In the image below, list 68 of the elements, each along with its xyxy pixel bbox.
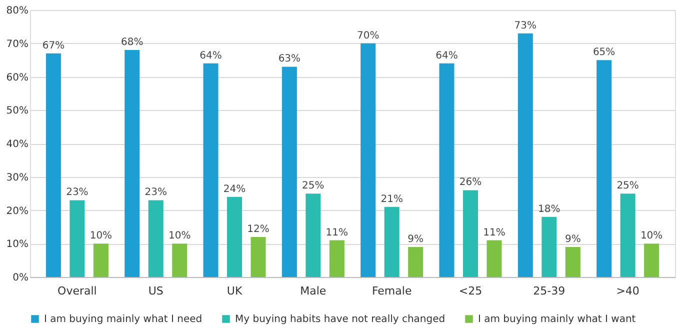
y-tick-label: 40% [6,139,28,150]
data-label: 9% [408,234,424,245]
bar [542,216,557,277]
bar [486,240,502,277]
data-label: 11% [483,227,506,238]
data-label: 26% [459,177,482,188]
x-tick-label: Female [372,284,412,298]
data-label: 10% [168,230,191,242]
y-tick-label: 30% [6,172,28,184]
y-tick-label: 20% [6,206,28,217]
data-label: 25% [302,180,324,192]
data-label: 11% [326,227,348,238]
bar [172,244,188,277]
bar [518,33,533,277]
legend-label: I am buying mainly what I need [44,314,202,325]
bar [596,60,612,277]
data-label: 21% [380,194,403,205]
y-tick-label: 0% [12,272,28,284]
y-tick-label: 60% [6,72,28,84]
data-label: 23% [66,187,88,198]
bar [93,244,108,277]
x-tick-label: >40 [616,284,640,298]
data-label: 65% [592,47,616,58]
data-label: 63% [278,54,301,65]
data-label: 10% [640,230,663,242]
data-label: 23% [144,187,167,198]
legend-label: I am buying mainly what I want [478,314,636,325]
y-tick-label: 50% [6,106,28,117]
bar [439,63,454,277]
bar [620,194,636,277]
data-label: 24% [223,184,246,195]
bar [306,194,321,277]
bar [644,244,660,277]
data-label: 10% [90,230,112,242]
data-label: 9% [564,234,581,245]
bar [282,66,297,277]
legend-label: My buying habits have not really changed [235,314,446,325]
bar [203,63,218,277]
data-label: 64% [436,50,458,62]
bar [46,53,61,277]
bar [227,196,242,277]
data-label: 70% [356,30,380,42]
bar [250,236,266,277]
x-tick-label: <25 [458,284,482,298]
data-label: 25% [616,180,639,192]
bar [462,190,478,277]
x-tick-label: 25-39 [533,284,566,298]
bar [148,200,164,277]
bar [408,246,424,277]
bar [70,200,85,277]
bar [384,206,400,277]
data-label: 12% [247,224,270,235]
data-label: 18% [538,204,560,215]
data-label: 67% [42,40,65,52]
y-tick-label: 70% [6,38,28,50]
y-tick-label: 80% [6,6,28,16]
x-tick-label: Male [300,284,326,298]
data-label: 68% [120,37,144,48]
data-label: 73% [514,20,537,32]
x-tick-label: Overall [58,284,97,298]
bar [565,246,580,277]
y-tick-label: 10% [6,239,28,250]
bar [360,43,376,277]
data-label: 64% [200,50,222,62]
bar [124,50,140,277]
x-tick-label: UK [226,284,243,298]
bar [329,240,344,277]
x-tick-label: US [148,284,164,298]
